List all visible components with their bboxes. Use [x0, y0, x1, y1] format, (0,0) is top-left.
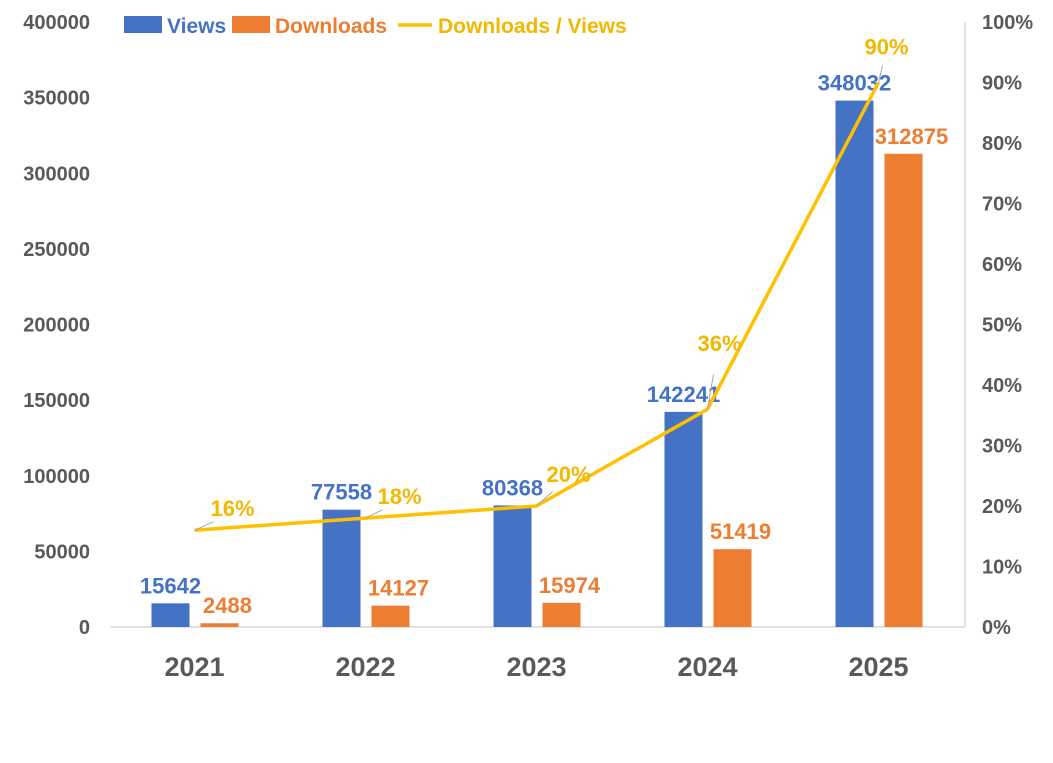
views-bar [664, 411, 703, 627]
legend-ratio-label: Downloads / Views [438, 15, 627, 38]
ratio-leader-line [536, 491, 553, 507]
x-axis-category-label: 2022 [335, 652, 395, 682]
views-data-label: 77558 [311, 480, 372, 505]
legend-views-swatch [124, 16, 162, 33]
right-axis-tick-label: 20% [982, 496, 1022, 518]
ratio-data-label: 18% [377, 484, 421, 509]
left-axis-tick-label: 400000 [23, 12, 90, 34]
views-data-label: 15642 [140, 573, 201, 598]
right-axis-tick-label: 50% [982, 315, 1022, 337]
downloads-data-label: 51419 [710, 519, 771, 544]
downloads-data-label: 15974 [539, 573, 601, 598]
legend-downloads-swatch [232, 16, 270, 33]
ratio-data-label: 16% [210, 496, 254, 521]
downloads-bar [713, 549, 752, 627]
views-data-label: 142241 [647, 382, 720, 407]
left-axis-tick-label: 50000 [34, 541, 90, 563]
x-axis-category-label: 2025 [848, 652, 908, 682]
left-axis-tick-label: 150000 [23, 390, 90, 412]
left-axis-tick-label: 100000 [23, 466, 90, 488]
ratio-leader-line [878, 65, 883, 83]
right-axis-tick-label: 70% [982, 194, 1022, 216]
left-axis-tick-label: 200000 [23, 315, 90, 337]
right-axis-tick-label: 0% [982, 617, 1011, 639]
right-axis-tick-label: 40% [982, 375, 1022, 397]
downloads-bar [200, 623, 239, 627]
downloads-data-label: 312875 [875, 124, 948, 149]
downloads-data-label: 2488 [203, 593, 252, 618]
ratio-leader-line [707, 374, 714, 410]
views-bar [151, 603, 190, 627]
ratio-line [194, 81, 881, 532]
right-axis-tick-label: 60% [982, 254, 1022, 276]
right-axis-tick-label: 30% [982, 436, 1022, 458]
right-axis-tick-label: 90% [982, 73, 1022, 95]
ratio-data-label: 90% [864, 35, 908, 60]
legend-views-label: Views [167, 15, 226, 38]
left-axis-tick-label: 0 [79, 617, 90, 639]
downloads-bar [371, 605, 410, 627]
ratio-leader-line [365, 509, 383, 519]
right-axis-tick-label: 80% [982, 133, 1022, 155]
left-axis-tick-label: 350000 [23, 88, 90, 110]
downloads-bar [542, 602, 581, 627]
downloads-bar [884, 153, 923, 628]
legend-downloads-label: Downloads [275, 15, 387, 38]
ratio-leader-line [194, 521, 214, 531]
x-axis-category-label: 2023 [506, 652, 566, 682]
right-axis-tick-label: 100% [982, 12, 1033, 34]
left-axis-tick-label: 250000 [23, 239, 90, 261]
x-axis-category-label: 2021 [164, 652, 224, 682]
views-bar [322, 509, 361, 627]
views-bar [835, 100, 874, 627]
left-axis-tick-label: 300000 [23, 163, 90, 185]
views-data-label: 80368 [482, 475, 543, 500]
ratio-data-label: 20% [546, 462, 590, 487]
downloads-data-label: 14127 [368, 576, 429, 601]
ratio-data-label: 36% [697, 331, 741, 356]
views-bar [493, 505, 532, 627]
x-axis-category-label: 2024 [677, 652, 737, 682]
right-axis-tick-label: 10% [982, 557, 1022, 579]
